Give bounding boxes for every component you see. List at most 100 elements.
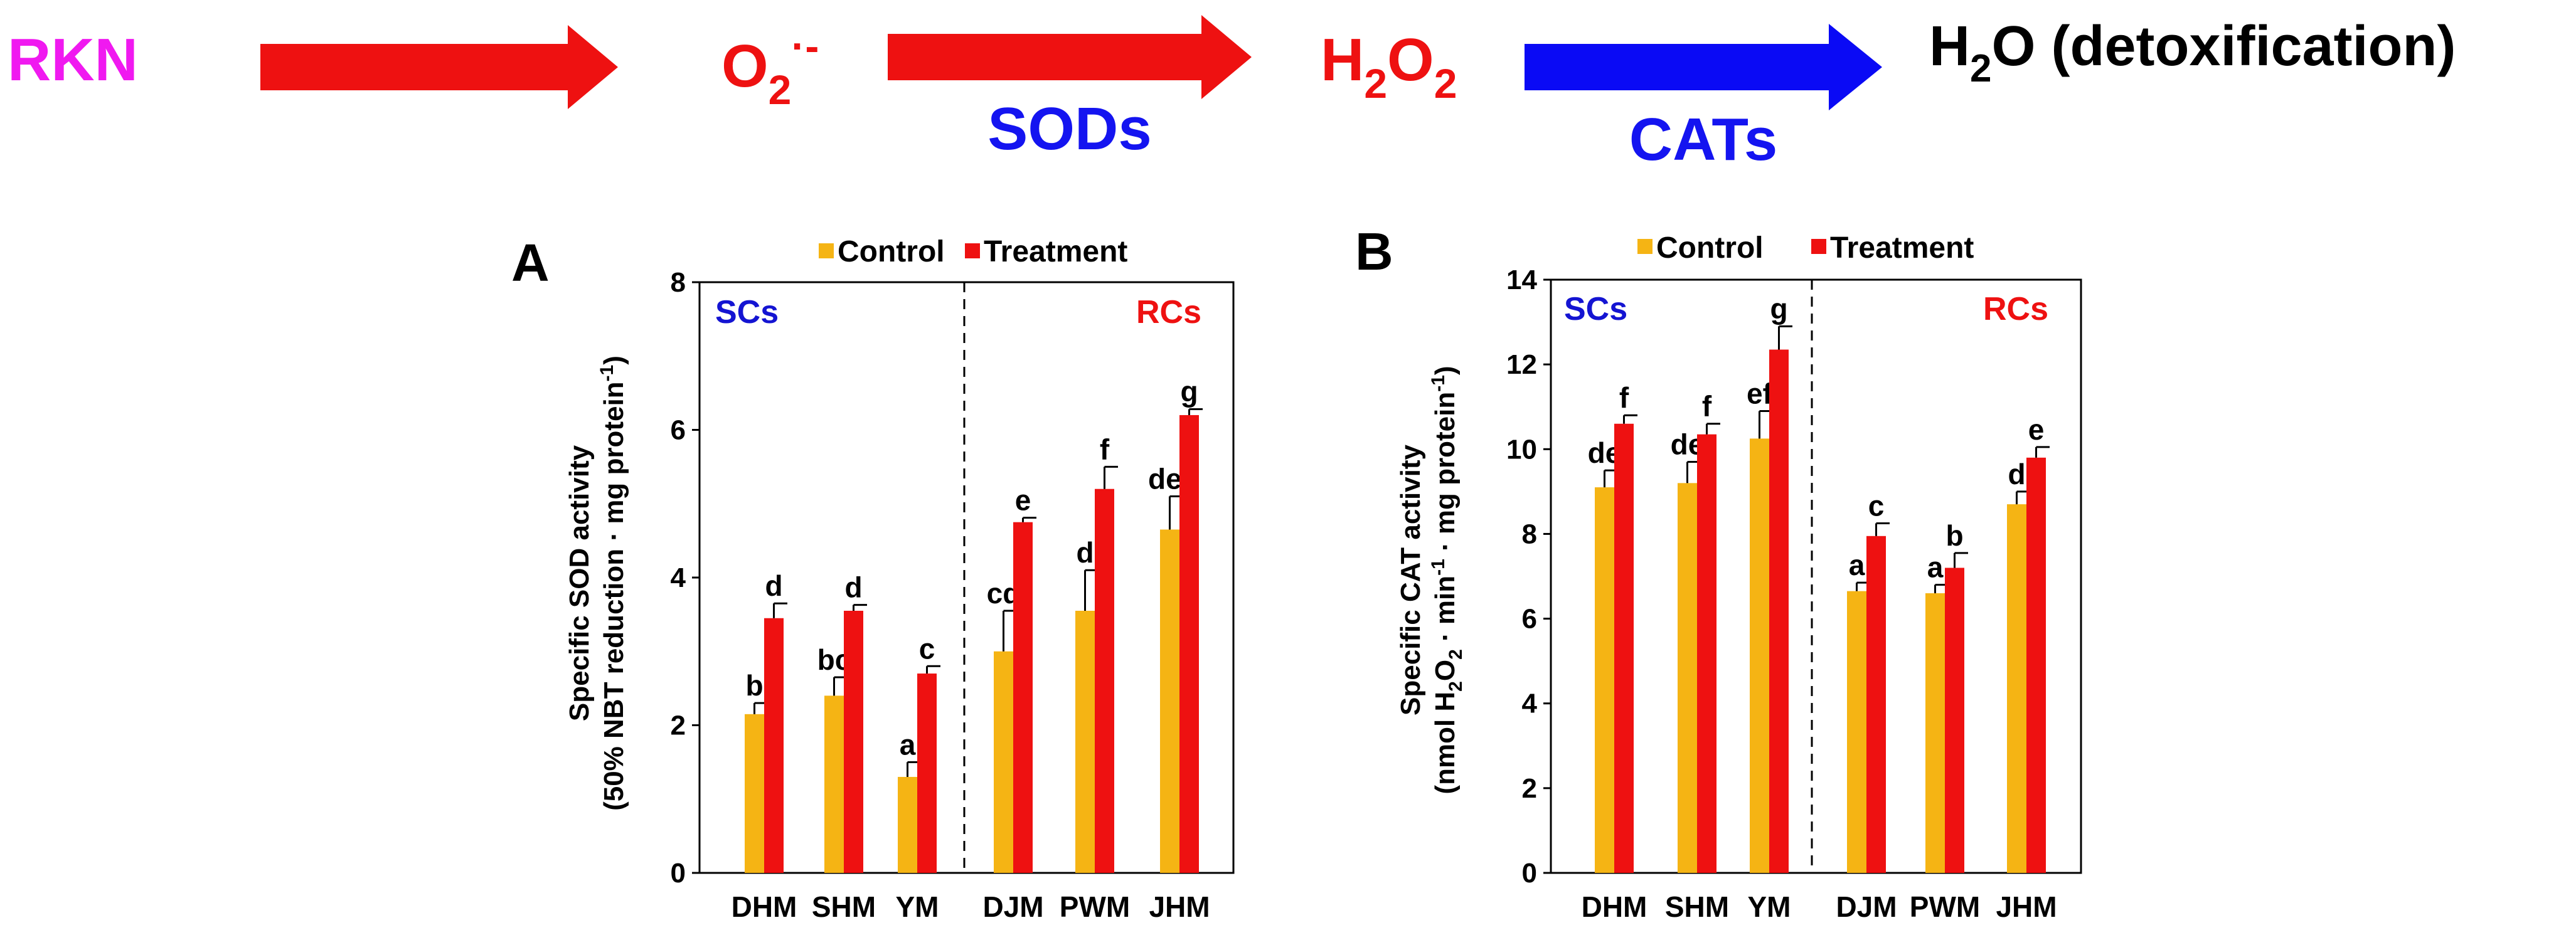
x-tick-label-shm: SHM — [1665, 890, 1729, 923]
y-tick-label: 4 — [1522, 689, 1538, 719]
svg-text:Specific SOD activity: Specific SOD activity — [564, 445, 595, 721]
panel-label-b: B — [1355, 222, 1393, 281]
svg-text:H2O (detoxification): H2O (detoxification) — [1929, 15, 2456, 90]
chart-a: A Control Treatment Specific SOD activit… — [511, 233, 1235, 923]
bar-treatment-shm — [844, 610, 863, 873]
x-tick-label-ym: YM — [1748, 890, 1791, 923]
significance-letter: a — [900, 728, 916, 761]
peroxide-label: H2O2 — [1321, 26, 1457, 107]
significance-letter: f — [1702, 390, 1712, 423]
y-tick-label: 6 — [671, 415, 686, 446]
y-tick-label: 0 — [671, 858, 686, 889]
bar-control-pwm — [1075, 610, 1095, 873]
y-tick-label: 12 — [1506, 349, 1537, 380]
legend-swatch-treatment — [965, 243, 980, 258]
y-tick-label: 8 — [671, 267, 686, 298]
x-tick-label-dhm: DHM — [732, 890, 797, 923]
group-label-scs-b: SCs — [1564, 291, 1627, 327]
svg-text:H2O2: H2O2 — [1321, 26, 1457, 107]
svg-text:Specific CAT activity: Specific CAT activity — [1395, 444, 1426, 716]
bar-control-dhm — [745, 714, 764, 873]
y-tick-label: 0 — [1522, 858, 1537, 889]
x-tick-labels-a: DHM SHM YM DJM PWM JHM — [732, 890, 1210, 923]
svg-text:(nmol H2O2 · min-1 · mg protei: (nmol H2O2 · min-1 · mg protein-1) — [1428, 366, 1466, 794]
group-label-rcs-a: RCs — [1136, 294, 1201, 330]
x-tick-label-jhm: JHM — [1149, 890, 1210, 923]
legend-swatch-control — [819, 243, 834, 258]
bar-treatment-djm — [1866, 536, 1886, 873]
x-tick-label-pwm: PWM — [1060, 890, 1130, 923]
arrow-peroxide-to-water — [1525, 24, 1882, 110]
bar-treatment-ym — [1769, 349, 1789, 873]
significance-letter: e — [2028, 413, 2045, 446]
legend-swatch-treatment — [1811, 239, 1826, 254]
bar-control-jhm — [1160, 529, 1179, 873]
panel-label-a: A — [511, 233, 550, 292]
bar-control-shm — [824, 695, 844, 873]
x-tick-label-dhm: DHM — [1582, 890, 1647, 923]
y-axis-title-a: Specific SOD activity (50% NBT reduction… — [564, 356, 629, 811]
group-label-scs-a: SCs — [715, 294, 779, 330]
water-label: H2O (detoxification) — [1929, 15, 2456, 90]
y-tick-label: 4 — [671, 562, 686, 593]
legend-swatch-control — [1637, 239, 1653, 254]
x-tick-labels-b: DHM SHM YM DJM PWM JHM — [1582, 890, 2057, 923]
sod-enzyme-label: SODs — [987, 95, 1151, 162]
bar-control-jhm — [2007, 504, 2026, 873]
group-label-rcs-b: RCs — [1983, 291, 2048, 327]
significance-letter: c — [919, 632, 935, 665]
y-tick-label: 2 — [1522, 773, 1537, 804]
y-ticks-a: 0 2 4 6 8 — [671, 267, 700, 889]
y-tick-label: 2 — [671, 710, 686, 741]
significance-letter: d — [765, 569, 782, 602]
bar-treatment-shm — [1697, 434, 1716, 873]
cat-enzyme-label: CATs — [1629, 106, 1777, 173]
bar-control-djm — [1847, 591, 1866, 873]
bar-control-djm — [994, 651, 1013, 873]
significance-letter: g — [1770, 292, 1787, 325]
significance-letter: d — [1076, 536, 1094, 569]
legend-a: Control Treatment — [819, 235, 1127, 268]
bar-treatment-djm — [1013, 522, 1033, 873]
bar-treatment-dhm — [764, 618, 784, 873]
bar-treatment-dhm — [1614, 423, 1634, 873]
y-tick-label: 10 — [1506, 434, 1537, 465]
y-tick-label: 8 — [1522, 519, 1537, 549]
y-tick-label: 14 — [1506, 265, 1537, 295]
significance-letter: f — [1100, 433, 1110, 465]
chart-b: B Control Treatment Specific CAT activit… — [1355, 222, 2082, 923]
significance-letter: b — [745, 669, 763, 702]
x-tick-label-jhm: JHM — [1996, 890, 2057, 923]
x-tick-label-ym: YM — [896, 890, 939, 923]
bar-treatment-jhm — [2026, 457, 2046, 873]
legend-b: Control Treatment — [1637, 231, 1974, 265]
x-tick-label-shm: SHM — [812, 890, 876, 923]
bar-control-shm — [1678, 483, 1697, 873]
y-tick-label: 6 — [1522, 604, 1537, 635]
legend-label-treatment: Treatment — [984, 235, 1127, 268]
bar-control-pwm — [1925, 593, 1945, 873]
bar-control-ym — [898, 776, 917, 873]
significance-letter: e — [1015, 484, 1031, 517]
bar-control-dhm — [1595, 487, 1614, 873]
legend-label-control: Control — [838, 235, 945, 268]
significance-letter: d — [844, 571, 862, 604]
bar-treatment-pwm — [1095, 488, 1114, 873]
significance-letter: a — [1927, 551, 1944, 584]
significance-letter: c — [1868, 490, 1885, 522]
arrow-rkn-to-superoxide — [260, 25, 618, 109]
legend-label-treatment: Treatment — [1830, 231, 1974, 265]
significance-letter: ef — [1747, 377, 1773, 409]
significance-letter: g — [1180, 376, 1198, 408]
significance-letter: f — [1619, 381, 1629, 414]
significance-letter: b — [1945, 519, 1963, 552]
x-tick-label-djm: DJM — [1836, 890, 1897, 923]
plot-frame-b — [1550, 278, 2082, 874]
pathway: RKN O2·- SODs H2O2 CATs H2O (detoxificat… — [8, 15, 2456, 173]
bar-control-ym — [1750, 438, 1769, 873]
x-tick-label-djm: DJM — [982, 890, 1043, 923]
bar-treatment-ym — [917, 673, 937, 873]
significance-letter: d — [2008, 458, 2025, 490]
